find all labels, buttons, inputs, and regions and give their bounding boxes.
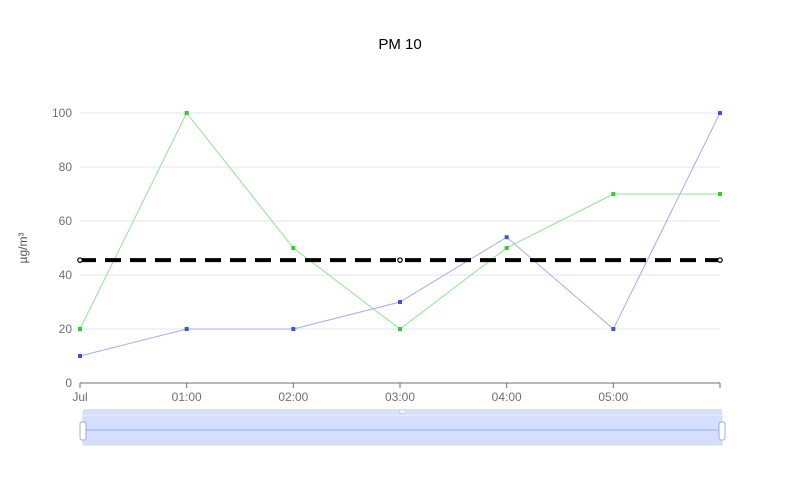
y-tick-label: 80 (59, 160, 73, 174)
zoom-move-grip[interactable] (399, 409, 406, 414)
x-tick-label: 03:00 (385, 390, 415, 404)
data-point[interactable] (78, 354, 82, 358)
reference-line-marker (77, 257, 83, 263)
reference-line-marker (717, 257, 723, 263)
zoom-handle[interactable] (79, 421, 87, 441)
data-point[interactable] (611, 327, 616, 331)
y-tick-label: 20 (59, 322, 73, 336)
x-tick-label: Jul (72, 390, 87, 404)
data-point[interactable] (718, 192, 722, 196)
x-tick-label: 04:00 (492, 390, 522, 404)
series-line (79, 112, 721, 357)
data-point[interactable] (611, 192, 616, 196)
x-tick-label: 02:00 (278, 390, 308, 404)
data-point[interactable] (291, 246, 296, 250)
data-point[interactable] (504, 235, 509, 240)
reference-line-marker (397, 257, 403, 263)
data-point[interactable] (718, 111, 722, 115)
data-point[interactable] (291, 327, 296, 331)
zoom-handle[interactable] (718, 421, 726, 441)
y-tick-label: 40 (59, 268, 73, 282)
data-point[interactable] (398, 327, 402, 331)
data-zoom-slider[interactable] (79, 409, 726, 446)
y-axis-label: µg/m³ (16, 233, 30, 264)
x-tick-label: 01:00 (172, 390, 202, 404)
y-tick-label: 60 (59, 214, 73, 228)
x-tick-label: 05:00 (598, 390, 628, 404)
data-point[interactable] (78, 327, 82, 331)
data-point[interactable] (184, 327, 189, 331)
y-tick-label: 0 (65, 376, 72, 390)
data-point[interactable] (398, 300, 402, 304)
y-tick-label: 100 (52, 106, 72, 120)
series-2 (78, 111, 722, 358)
series (78, 111, 722, 358)
data-point[interactable] (504, 246, 509, 250)
data-point[interactable] (184, 111, 189, 115)
reference-line-group (77, 257, 723, 263)
series-1 (78, 111, 722, 331)
grid-lines (80, 112, 720, 330)
axes: 0 20 40 60 80 100 Jul 01:00 02:00 03:00 04:00 05:00 (52, 106, 721, 404)
chart-title: PM 10 (378, 36, 421, 53)
